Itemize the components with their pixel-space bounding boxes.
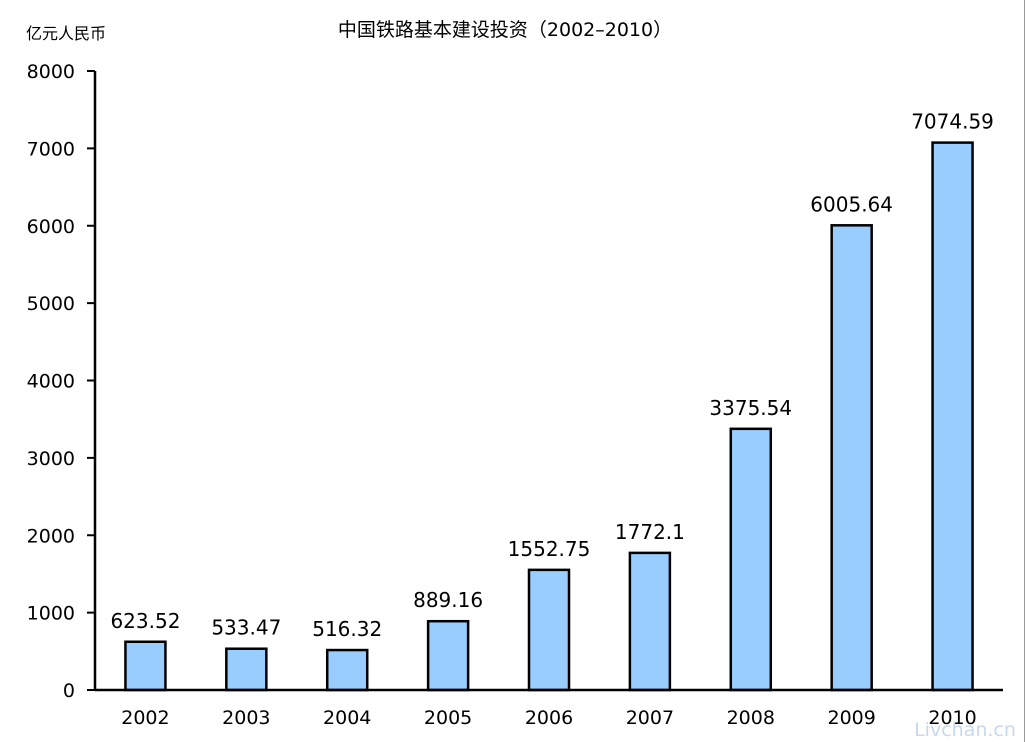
bar — [225, 647, 268, 692]
x-tick-label: 2006 — [525, 707, 573, 729]
x-tick-label: 2003 — [222, 707, 270, 729]
bar — [628, 551, 672, 692]
x-tick-label: 2005 — [424, 707, 472, 729]
bar-value-label: 533.47 — [211, 616, 281, 640]
bar-value-label: 3375.54 — [709, 396, 792, 420]
bar — [527, 568, 571, 692]
bar-value-label: 7074.59 — [911, 110, 994, 134]
y-axis-unit-label: 亿元人民币 — [26, 24, 106, 43]
bar — [729, 427, 773, 692]
bar-value-label: 516.32 — [312, 617, 382, 641]
x-tick-label: 2009 — [827, 707, 875, 729]
y-tick-label: 7000 — [27, 138, 75, 160]
watermark: Livchan.cn — [914, 719, 1016, 741]
y-tick-label: 0 — [63, 680, 75, 702]
y-tick-label: 6000 — [27, 216, 75, 238]
bars — [124, 141, 974, 692]
x-tick-label: 2008 — [727, 707, 775, 729]
x-tick-label: 2010 — [928, 707, 976, 729]
bar — [426, 619, 470, 692]
y-axis-ticks: 0 1000 2000 3000 4000 5000 6000 7000 8000 — [27, 61, 95, 702]
y-tick-label: 3000 — [27, 448, 75, 470]
y-tick-label: 5000 — [27, 293, 75, 315]
y-tick-label: 1000 — [27, 603, 75, 625]
chart-title: 中国铁路基本建设投资（2002–2010） — [338, 19, 672, 41]
x-tick-label: 2002 — [121, 707, 169, 729]
x-tick-label: 2007 — [626, 707, 674, 729]
y-tick-label: 8000 — [27, 61, 75, 83]
x-axis-tick-labels: 2002 2003 2004 2005 2006 2007 2008 2009 2010 — [121, 707, 976, 729]
bar-value-label: 1552.75 — [508, 537, 591, 561]
x-tick-label: 2004 — [323, 707, 371, 729]
y-tick-label: 2000 — [27, 525, 75, 547]
bar-value-label: 6005.64 — [810, 192, 893, 216]
bar — [830, 224, 873, 692]
bar — [931, 141, 974, 692]
bar-value-label: 623.52 — [110, 609, 180, 633]
y-tick-label: 4000 — [27, 371, 75, 393]
bar-value-label: 889.16 — [413, 588, 483, 612]
bar — [325, 648, 369, 692]
bar-value-label: 1772.1 — [615, 520, 685, 544]
value-labels: 623.52 533.47 516.32 889.16 1552.75 1772.1 337… — [110, 110, 993, 641]
bar — [124, 640, 167, 692]
